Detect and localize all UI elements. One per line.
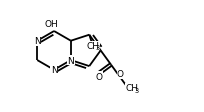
Text: O: O bbox=[117, 70, 124, 79]
Text: N: N bbox=[68, 56, 74, 65]
Text: CH: CH bbox=[125, 83, 138, 92]
Text: N: N bbox=[34, 37, 41, 46]
Text: O: O bbox=[96, 72, 103, 81]
Text: CH: CH bbox=[87, 42, 100, 51]
Text: N: N bbox=[51, 66, 58, 75]
Text: 3: 3 bbox=[96, 45, 100, 51]
Text: 3: 3 bbox=[135, 87, 139, 93]
Text: OH: OH bbox=[44, 20, 58, 29]
